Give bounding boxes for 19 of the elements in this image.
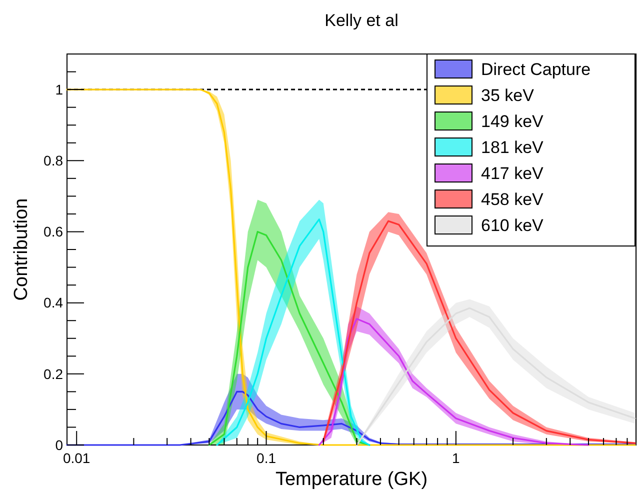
legend-label: 610 keV xyxy=(481,216,544,235)
y-tick-label: 0.4 xyxy=(44,294,64,311)
x-axis-title: Temperature (GK) xyxy=(275,469,428,490)
legend-label: 181 keV xyxy=(481,138,544,157)
y-tick-label: 1 xyxy=(55,81,64,98)
x-tick-label: 1 xyxy=(452,450,460,466)
legend-label: 417 keV xyxy=(481,164,544,183)
y-tick-label: 0.8 xyxy=(44,152,64,169)
legend-label: 149 keV xyxy=(481,112,544,131)
y-tick-label: 0 xyxy=(55,436,64,453)
x-tick-label: 0.1 xyxy=(256,450,276,466)
legend-label: Direct Capture xyxy=(481,60,591,79)
legend-label: 458 keV xyxy=(481,190,544,209)
y-tick-label: 0.6 xyxy=(44,224,64,240)
x-tick-label: 0.01 xyxy=(62,450,90,466)
legend-label: 35 keV xyxy=(481,86,535,105)
y-axis-title: Contribution xyxy=(11,198,32,301)
chart-title: Kelly et al xyxy=(324,11,398,30)
y-tick-label: 0.2 xyxy=(44,366,64,382)
